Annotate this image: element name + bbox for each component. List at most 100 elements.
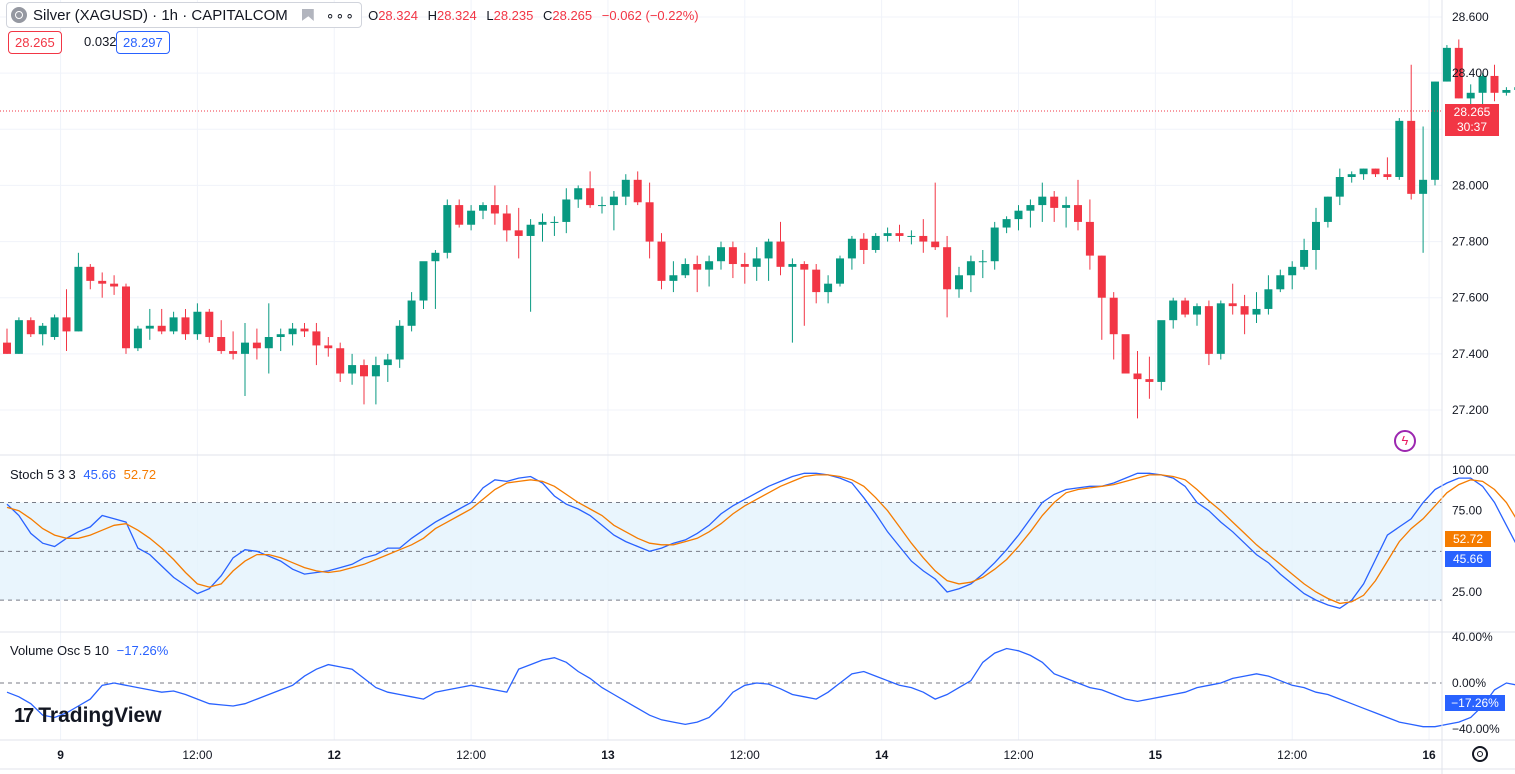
candle[interactable]: [1038, 182, 1047, 222]
candle[interactable]: [883, 227, 892, 242]
candle[interactable]: [1395, 118, 1404, 180]
candle[interactable]: [1121, 334, 1130, 374]
candle[interactable]: [1133, 351, 1142, 419]
candle[interactable]: [1335, 168, 1344, 206]
candle[interactable]: [360, 359, 368, 405]
candle[interactable]: [395, 320, 404, 368]
candle[interactable]: [1252, 292, 1261, 323]
candle[interactable]: [1228, 283, 1237, 315]
lightning-icon[interactable]: ϟ: [1394, 430, 1416, 452]
candle[interactable]: [1312, 207, 1320, 270]
candle[interactable]: [871, 233, 880, 253]
candle[interactable]: [895, 224, 904, 242]
candle[interactable]: [1109, 292, 1118, 360]
candle[interactable]: [800, 261, 809, 326]
candle[interactable]: [824, 275, 833, 304]
candle[interactable]: [1097, 255, 1106, 340]
candle[interactable]: [1169, 297, 1178, 329]
candle[interactable]: [241, 322, 249, 396]
candle[interactable]: [645, 182, 654, 259]
candle[interactable]: [1407, 64, 1416, 200]
settings-gear-icon[interactable]: [1472, 746, 1488, 762]
candle[interactable]: [752, 247, 761, 281]
candle[interactable]: [669, 261, 678, 293]
candle[interactable]: [264, 303, 273, 374]
candle[interactable]: [1264, 275, 1273, 315]
candle[interactable]: [1193, 303, 1201, 326]
candle[interactable]: [455, 199, 464, 228]
candle[interactable]: [538, 213, 547, 242]
candle[interactable]: [717, 241, 725, 270]
candle[interactable]: [348, 353, 357, 385]
candle[interactable]: [312, 322, 321, 366]
candle[interactable]: [133, 325, 142, 352]
tradingview-logo[interactable]: 17 TradingView: [14, 704, 162, 728]
candle[interactable]: [586, 171, 595, 208]
candle[interactable]: [633, 171, 642, 206]
candle[interactable]: [1074, 179, 1082, 231]
candle[interactable]: [1002, 216, 1011, 234]
more-icon[interactable]: ∘∘∘: [325, 6, 356, 23]
candle[interactable]: [50, 314, 59, 340]
volume-oscillator-pane[interactable]: [0, 647, 1515, 728]
candle[interactable]: [657, 233, 666, 290]
candle[interactable]: [776, 221, 785, 276]
candle[interactable]: [728, 241, 737, 279]
candle[interactable]: [383, 353, 392, 382]
candle[interactable]: [514, 207, 523, 259]
candle[interactable]: [419, 261, 428, 309]
candle[interactable]: [1145, 356, 1154, 399]
candle[interactable]: [1276, 269, 1285, 293]
flag-icon[interactable]: [301, 9, 314, 21]
candle[interactable]: [479, 202, 487, 220]
symbol-selector[interactable]: Silver (XAGUSD) · 1h · CAPITALCOM ∘∘∘: [6, 2, 363, 28]
candle[interactable]: [907, 230, 916, 245]
candle[interactable]: [467, 205, 476, 231]
candle[interactable]: [836, 255, 844, 287]
candle[interactable]: [1062, 196, 1071, 228]
candle[interactable]: [1490, 64, 1499, 102]
candle[interactable]: [38, 322, 47, 346]
candle[interactable]: [1431, 81, 1439, 186]
candle[interactable]: [598, 196, 606, 214]
candle[interactable]: [1181, 297, 1190, 318]
candle[interactable]: [1240, 294, 1249, 335]
candle[interactable]: [1288, 261, 1297, 290]
candle[interactable]: [324, 337, 333, 357]
candle[interactable]: [609, 191, 618, 231]
candle[interactable]: [169, 311, 178, 335]
candle[interactable]: [252, 328, 261, 360]
candle[interactable]: [1300, 238, 1309, 270]
candle[interactable]: [1478, 73, 1487, 107]
candle[interactable]: [990, 221, 999, 270]
candle[interactable]: [1157, 320, 1166, 391]
candle[interactable]: [217, 320, 226, 354]
candle[interactable]: [1359, 168, 1368, 180]
candle[interactable]: [1347, 171, 1356, 183]
candle[interactable]: [788, 258, 797, 343]
candle[interactable]: [193, 303, 202, 340]
candle[interactable]: [490, 185, 499, 225]
candle[interactable]: [1454, 39, 1463, 99]
candle[interactable]: [98, 272, 107, 298]
candle[interactable]: [526, 219, 535, 312]
sell-price-button[interactable]: 28.265: [8, 31, 62, 54]
candle[interactable]: [431, 249, 440, 309]
candle[interactable]: [705, 255, 714, 287]
candle[interactable]: [502, 205, 511, 242]
candle[interactable]: [122, 283, 130, 354]
candle[interactable]: [1419, 126, 1428, 253]
candle[interactable]: [931, 182, 940, 250]
candle[interactable]: [764, 238, 773, 281]
candle[interactable]: [847, 235, 856, 270]
candle[interactable]: [1216, 300, 1225, 360]
candle[interactable]: [371, 356, 380, 405]
candle[interactable]: [693, 255, 702, 293]
candle[interactable]: [1085, 199, 1094, 270]
candle[interactable]: [1442, 45, 1451, 82]
candle[interactable]: [181, 308, 190, 340]
candle[interactable]: [943, 235, 952, 318]
candle[interactable]: [1026, 199, 1035, 228]
candle[interactable]: [62, 289, 71, 352]
candle[interactable]: [955, 266, 963, 298]
